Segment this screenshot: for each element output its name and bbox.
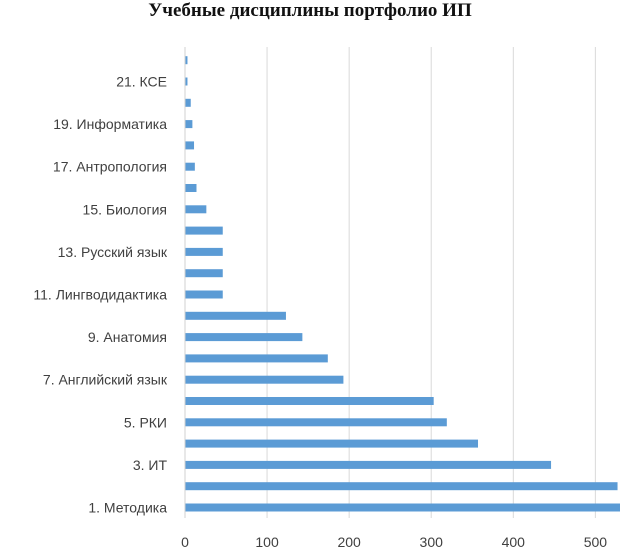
bar: [185, 226, 223, 235]
bar: [185, 460, 552, 469]
category-label: 17. Антропология: [53, 159, 167, 175]
bar: [185, 503, 620, 512]
category-label: 19. Информатика: [53, 116, 167, 132]
category-label: 5. РКИ: [124, 414, 167, 430]
bar: [185, 311, 286, 320]
category-label: 3. ИТ: [133, 457, 168, 473]
bar: [185, 418, 447, 427]
gridlines: [266, 47, 596, 518]
bar: [185, 354, 328, 363]
category-label: 11. Лингводидактика: [33, 287, 167, 303]
chart-title: Учебные дисциплины портфолио ИП: [148, 0, 472, 21]
bar: [185, 333, 303, 342]
x-tick-label: 400: [502, 534, 526, 548]
bar: [185, 56, 188, 65]
bar: [185, 162, 195, 171]
bar: [185, 375, 344, 384]
bar: [185, 205, 207, 214]
category-label: 13. Русский язык: [58, 244, 168, 260]
bar: [185, 397, 434, 405]
bar: [185, 184, 197, 192]
bar: [185, 439, 479, 448]
category-labels: 1. Методика 3. ИТ 5. РКИ 7. Английский язык…: [33, 74, 167, 516]
category-label: 7. Английский язык: [43, 372, 168, 388]
bar: [185, 482, 618, 491]
bar: [185, 290, 223, 299]
bar: [185, 269, 223, 278]
x-tick-label: 100: [255, 534, 279, 548]
bar: [185, 98, 191, 107]
bar: [185, 77, 188, 86]
x-tick-label: 300: [420, 534, 444, 548]
category-label: 9. Анатомия: [88, 329, 167, 345]
x-tick-label: 0: [181, 534, 189, 548]
x-tick-label: 500: [584, 534, 608, 548]
bar: [185, 120, 193, 129]
bar: [185, 141, 195, 150]
category-label: 21. КСЕ: [116, 74, 167, 90]
category-label: 15. Биология: [83, 201, 167, 217]
x-tick-label: 200: [337, 534, 361, 548]
bars: [185, 56, 620, 512]
category-label: 1. Методика: [88, 500, 167, 516]
x-tick-labels: 0 100 200 300 400 500: [181, 534, 607, 548]
bar: [185, 247, 223, 256]
